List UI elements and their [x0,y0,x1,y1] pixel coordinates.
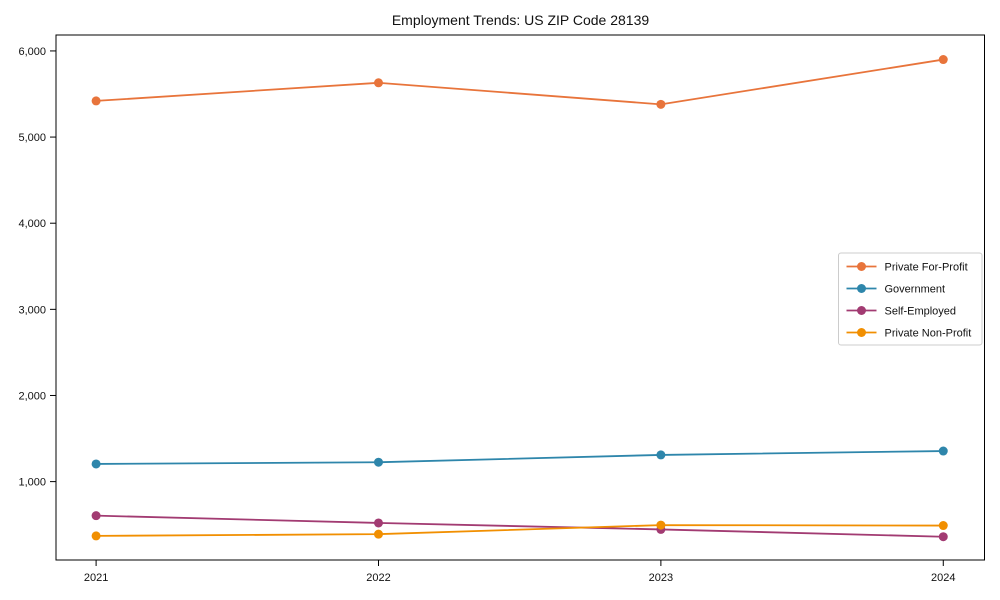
legend-label: Private Non-Profit [885,328,972,340]
chart-title: Employment Trends: US ZIP Code 28139 [391,12,650,28]
legend-box [838,252,983,346]
legend-entry-self-employed: Self-Employed [846,306,957,318]
data-point-government [656,450,666,460]
data-point-private-for-profit [373,78,383,88]
data-point-private-non-profit [373,529,383,539]
x-tick-label: 2022 [366,572,390,584]
legend-entry-government: Government [846,284,946,296]
legend-entry-private-for-profit: Private For-Profit [846,262,968,274]
y-tick-label: 2,000 [18,390,46,402]
legend-marker [857,284,866,293]
y-tick-label: 6,000 [18,46,46,58]
series-line-government [96,450,944,465]
data-point-private-for-profit [938,55,948,65]
legend-marker [857,306,866,315]
data-point-government [373,457,383,467]
data-point-private-non-profit [91,531,101,541]
data-point-private-non-profit [938,521,948,531]
x-tick-label: 2024 [931,572,955,584]
y-tick-label: 3,000 [18,304,46,316]
data-point-self-employed [938,532,948,542]
legend-marker [857,262,866,271]
data-point-self-employed [373,518,383,528]
data-point-private-non-profit [656,520,666,530]
series-line-private-for-profit [96,58,944,106]
y-tick-label: 1,000 [18,477,46,489]
data-point-self-employed [91,511,101,521]
data-point-government [91,459,101,469]
legend-label: Government [885,284,946,296]
legend-marker [857,328,866,337]
legend-entry-private-non-profit: Private Non-Profit [846,328,972,340]
y-tick-label: 5,000 [18,132,46,144]
data-point-private-for-profit [91,96,101,106]
y-tick-label: 4,000 [18,218,46,230]
legend-label: Private For-Profit [885,262,968,274]
series-line-self-employed [96,514,944,538]
series-line-private-non-profit [96,524,944,537]
data-point-government [938,446,948,456]
legend-label: Self-Employed [885,306,957,318]
data-point-private-for-profit [656,99,666,109]
plot-border [55,34,985,561]
x-tick-label: 2021 [84,572,108,584]
x-tick-label: 2023 [649,572,673,584]
